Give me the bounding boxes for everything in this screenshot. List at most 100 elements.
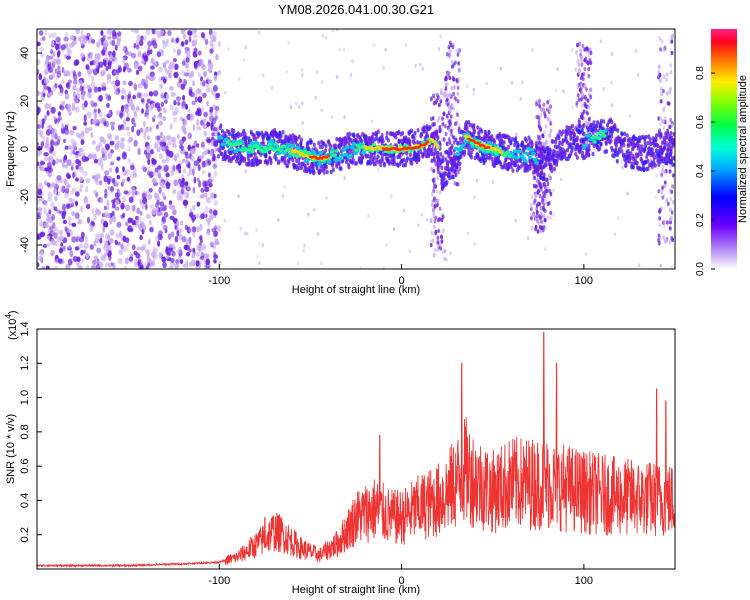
- spectrogram-point: [438, 140, 442, 146]
- spectrogram-point: [445, 180, 449, 185]
- spectrogram-point: [211, 156, 216, 162]
- spectrogram-point: [47, 124, 53, 131]
- spectrogram-point: [542, 202, 546, 208]
- spectrogram-point: [192, 124, 196, 132]
- spectrogram-point: [188, 108, 191, 114]
- spectrogram-point: [359, 266, 363, 269]
- colorbar-tick-label: 0.6: [695, 115, 706, 129]
- spectrogram-point: [117, 257, 123, 265]
- spectrogram-point: [213, 127, 218, 132]
- spectrogram-point: [610, 52, 614, 56]
- spectrogram-point: [583, 58, 587, 63]
- spectrogram-point: [173, 48, 176, 53]
- spectrogram-point: [99, 237, 103, 244]
- spectrogram-point: [63, 138, 66, 144]
- spectrogram-point: [196, 201, 201, 207]
- spectrogram-point: [658, 208, 662, 213]
- spectrogram-point: [594, 135, 599, 139]
- spectrogram-point: [126, 67, 132, 73]
- spectrogram-point: [483, 129, 487, 135]
- spectrogram-point: [189, 91, 195, 98]
- spectrogram-point: [335, 161, 339, 167]
- spectrogram-point: [583, 84, 587, 89]
- spectrogram-point: [476, 125, 480, 130]
- spectrogram-point: [278, 148, 283, 152]
- spectrogram-point: [385, 130, 389, 136]
- spectrogram-point: [181, 187, 184, 195]
- spectrogram-point: [259, 159, 263, 165]
- spectrogram-point: [165, 93, 169, 100]
- spectrogram-point: [549, 192, 553, 197]
- spectrogram-point: [620, 160, 624, 165]
- spectrogram-point: [52, 150, 56, 157]
- spectrogram-point: [205, 196, 211, 204]
- spectrogram-point: [145, 213, 152, 220]
- spectrogram-point: [124, 49, 129, 56]
- spectrogram-point: [449, 114, 453, 119]
- spectrogram-point: [51, 213, 55, 221]
- spectrogram-point: [278, 131, 282, 136]
- spectrogram-point: [668, 151, 672, 157]
- spectrogram-point: [200, 213, 205, 220]
- spectrogram-point: [242, 57, 246, 62]
- spectrogram-point: [300, 152, 304, 156]
- spectrogram-point: [123, 62, 129, 70]
- spectrogram-point: [119, 110, 124, 115]
- spectrogram-point: [606, 122, 609, 128]
- spectrogram-point: [194, 96, 198, 103]
- spectrogram-point: [546, 181, 550, 187]
- spectrogram-point: [449, 150, 453, 155]
- spectrogram-point: [422, 129, 426, 134]
- spectrogram-point: [198, 58, 204, 66]
- spectrogram-point: [48, 92, 53, 97]
- spectrogram-point: [671, 173, 675, 178]
- spectrogram-point: [66, 159, 72, 167]
- spectrogram-point: [602, 87, 605, 91]
- spectrogram-point: [48, 33, 53, 39]
- spectrogram-point: [416, 128, 420, 133]
- spectrogram-point: [443, 248, 447, 254]
- snr-x-ticks: -100 0 100: [208, 564, 593, 587]
- spectrogram-point: [274, 142, 278, 146]
- spectrogram-point: [579, 55, 583, 60]
- spectrogram-point: [124, 257, 129, 265]
- spectrogram-point: [628, 113, 632, 118]
- spectrogram-point: [188, 72, 192, 79]
- spectrogram-point: [441, 228, 445, 233]
- spectrogram-point: [157, 240, 161, 247]
- spectrogram-point: [221, 129, 224, 134]
- spectrogram-point: [43, 207, 47, 215]
- spectrogram-point: [224, 90, 227, 95]
- spectrogram-point: [297, 150, 301, 154]
- spectrogram-point: [631, 154, 635, 159]
- spectrogram-point: [658, 241, 661, 246]
- spectrogram-point: [549, 210, 553, 215]
- spectrogram-point: [581, 115, 584, 121]
- spectrogram-point: [538, 104, 542, 109]
- spectrogram-point: [432, 253, 436, 258]
- spectrogram-point: [172, 209, 177, 216]
- spectrogram-point: [37, 198, 41, 205]
- spectrogram-point: [134, 258, 138, 266]
- spectrogram-point: [148, 188, 153, 193]
- spectrogram-point: [261, 73, 265, 78]
- spectrogram-point: [615, 159, 619, 164]
- spectrogram-point: [442, 111, 446, 117]
- spectrogram-point: [348, 131, 352, 137]
- spectrogram-point: [539, 211, 543, 217]
- spectrogram-point: [143, 34, 147, 42]
- spectrogram-point: [37, 262, 40, 268]
- spectrogram-point: [663, 180, 667, 185]
- spectrogram-point: [547, 201, 551, 206]
- spectrogram-point: [53, 115, 57, 120]
- spectrogram-point: [149, 226, 154, 233]
- spectrogram-point: [511, 168, 515, 173]
- spectrogram-point: [154, 142, 158, 149]
- spectrogram-point: [669, 164, 672, 169]
- spectrogram-point: [663, 170, 667, 175]
- spectrogram-point: [561, 129, 565, 134]
- spectrogram-point: [485, 133, 489, 139]
- spectrogram-point: [480, 129, 484, 134]
- spectrogram-point: [312, 151, 317, 156]
- spectrogram-point: [550, 168, 554, 174]
